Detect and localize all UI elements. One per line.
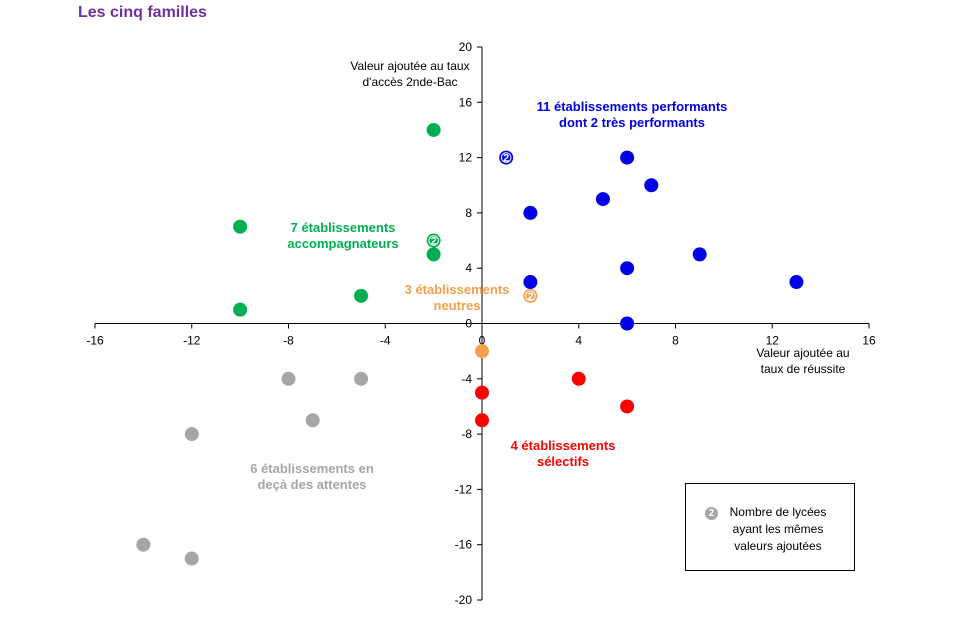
data-point xyxy=(475,385,489,400)
data-point xyxy=(354,288,369,303)
data-point xyxy=(620,150,635,165)
y-tick-label: -20 xyxy=(455,593,473,607)
y-tick-label: 16 xyxy=(459,95,473,109)
y-tick-label: 20 xyxy=(459,40,473,54)
y-tick-label: 0 xyxy=(465,317,472,331)
x-axis-title: Valeur ajoutée au taux de réussite xyxy=(756,346,849,376)
data-point xyxy=(475,413,489,428)
x-tick-label: -4 xyxy=(380,334,391,348)
count-badge-label: 2 xyxy=(431,236,437,248)
count-badge-label: 2 xyxy=(527,291,533,303)
data-point xyxy=(620,261,635,276)
y-axis-title: Valeur ajoutée au taux d'accès 2nde-Bac xyxy=(350,59,469,89)
data-point xyxy=(523,205,538,220)
data-point xyxy=(595,192,610,207)
y-tick-label: 8 xyxy=(465,206,472,220)
data-point xyxy=(136,537,151,552)
data-point xyxy=(620,316,635,331)
data-point xyxy=(692,247,707,262)
count-badge-label: 2 xyxy=(503,153,509,165)
count-ring xyxy=(500,152,512,163)
x-tick-label: -12 xyxy=(183,334,201,348)
y-tick-label: -8 xyxy=(461,427,472,441)
data-point xyxy=(305,413,320,428)
group-label-en_deca: 6 établissements en deçà des attentes xyxy=(250,461,374,492)
legend-box: 2 Nombre de lycées ayant les mêmes valeu… xyxy=(685,483,855,571)
group-label-neutres: 3 établissements neutres xyxy=(405,282,510,313)
x-tick-label: -16 xyxy=(86,334,104,348)
legend-line: ayant les mêmes xyxy=(732,522,824,536)
count-ring xyxy=(525,290,536,302)
data-point xyxy=(426,122,441,137)
data-point xyxy=(354,371,369,386)
x-tick-label: -8 xyxy=(283,334,294,348)
group-label-accompagnateurs: 7 établissements accompagnateurs xyxy=(287,220,398,251)
data-point xyxy=(523,275,538,290)
count-badge-icon: 2 xyxy=(705,507,718,520)
data-point xyxy=(281,371,296,386)
legend-line: valeurs ajoutées xyxy=(734,539,822,553)
group-label-selectifs: 4 établissements sélectifs xyxy=(511,438,616,469)
count-ring xyxy=(428,235,439,246)
data-point xyxy=(426,247,441,262)
y-tick-label: -4 xyxy=(461,372,472,386)
data-point xyxy=(184,427,199,442)
data-point xyxy=(644,178,659,193)
x-tick-label: 16 xyxy=(862,334,876,348)
x-tick-label: 8 xyxy=(672,334,679,348)
x-tick-label: 12 xyxy=(766,334,780,348)
data-point xyxy=(233,302,248,317)
page-title: Les cinq familles xyxy=(78,4,207,21)
data-point xyxy=(184,551,199,566)
y-tick-label: 12 xyxy=(459,151,473,165)
data-point xyxy=(620,399,635,414)
y-tick-label: -16 xyxy=(455,538,473,552)
y-tick-label: -12 xyxy=(455,482,473,496)
data-point xyxy=(475,344,489,359)
data-point xyxy=(233,219,248,234)
y-tick-label: 4 xyxy=(465,261,472,275)
legend-line: Nombre de lycées xyxy=(729,505,827,519)
group-label-performants: 11 établissements performants dont 2 très… xyxy=(537,99,728,130)
x-tick-label: 0 xyxy=(479,334,486,348)
data-point xyxy=(789,275,804,290)
data-point xyxy=(571,371,586,386)
x-tick-label: 4 xyxy=(575,334,582,348)
legend-text: Nombre de lycées ayant les mêmes valeurs… xyxy=(723,504,833,555)
